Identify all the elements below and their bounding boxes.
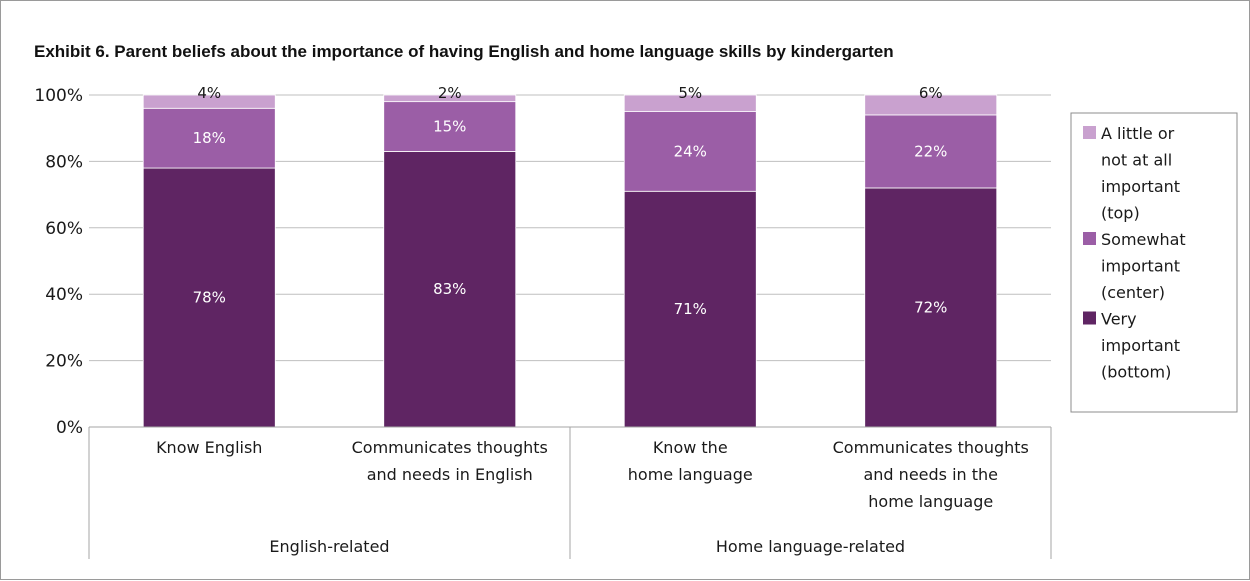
bar-segment — [383, 94, 517, 103]
bar-data-label: 24% — [674, 142, 707, 160]
legend-label: (top) — [1101, 204, 1140, 223]
y-tick-label: 60% — [45, 219, 83, 239]
bar-segment — [383, 101, 517, 152]
x-category-label: and needs in English — [367, 465, 533, 484]
bar-data-label: 18% — [193, 129, 226, 147]
bar-data-label: 78% — [193, 289, 226, 307]
bar-segment — [864, 187, 998, 428]
x-category-label: and needs in the — [863, 465, 998, 484]
bar-data-label: 22% — [914, 142, 947, 160]
legend-swatch — [1083, 126, 1096, 139]
legend-box — [1070, 112, 1238, 413]
bars — [142, 94, 998, 428]
bar-data-label: 72% — [914, 298, 947, 316]
legend-label: important — [1101, 257, 1180, 276]
x-category-label: Know the — [653, 438, 728, 457]
y-tick-label: 40% — [45, 285, 83, 305]
bar-segment — [142, 167, 276, 428]
x-category-label: Communicates thoughts — [833, 438, 1029, 457]
x-category-label: Know English — [156, 438, 262, 457]
x-category-label: home language — [628, 465, 753, 484]
bar-data-label: 6% — [919, 84, 943, 102]
legend-label: Very — [1101, 310, 1137, 329]
legend-label: (bottom) — [1101, 363, 1171, 382]
legend-label: A little or — [1101, 124, 1175, 143]
legend-label: Somewhat — [1101, 230, 1186, 249]
x-axis: Know English Communicates thoughts and nee… — [88, 426, 1052, 559]
y-tick-label: 80% — [45, 152, 83, 172]
y-tick-label: 20% — [45, 352, 83, 372]
x-group-label: Home language-related — [716, 537, 905, 556]
x-category-label: home language — [868, 492, 993, 511]
y-tick-label: 100% — [34, 86, 83, 106]
legend-label: important — [1101, 336, 1180, 355]
bar-data-label: 2% — [438, 84, 462, 102]
bar-data-label: 15% — [433, 118, 466, 136]
bar-segment — [142, 94, 276, 109]
y-axis-tick-labels: 0% 20% 40% 60% 80% 100% — [34, 86, 83, 438]
legend-swatch — [1083, 311, 1096, 325]
y-tick-label: 0% — [56, 418, 83, 438]
chart-title: Exhibit 6. Parent beliefs about the impo… — [34, 42, 894, 61]
bar-segment — [623, 94, 757, 113]
bar-data-label: 83% — [433, 280, 466, 298]
bar-segment — [864, 94, 998, 116]
bar-segment — [142, 107, 276, 169]
x-group-label: English-related — [269, 537, 389, 556]
legend-label: important — [1101, 177, 1180, 196]
bar-segment — [623, 190, 757, 428]
legend-label: (center) — [1101, 283, 1165, 302]
bar-segment — [623, 111, 757, 192]
bar-segment — [383, 151, 517, 428]
bar-data-label: 71% — [674, 300, 707, 318]
bar-data-label: 4% — [197, 84, 221, 102]
bar-data-labels: 78% 18% 4% 83% 15% 2% 71% 24% 5% 72% 22% 6% — [193, 84, 948, 318]
x-category-label: Communicates thoughts — [352, 438, 548, 457]
bar-data-label: 5% — [678, 84, 702, 102]
legend-label: not at all — [1101, 151, 1172, 170]
legend-swatch — [1083, 232, 1096, 245]
legend: A little or not at all important (top) Somew… — [1070, 112, 1238, 413]
